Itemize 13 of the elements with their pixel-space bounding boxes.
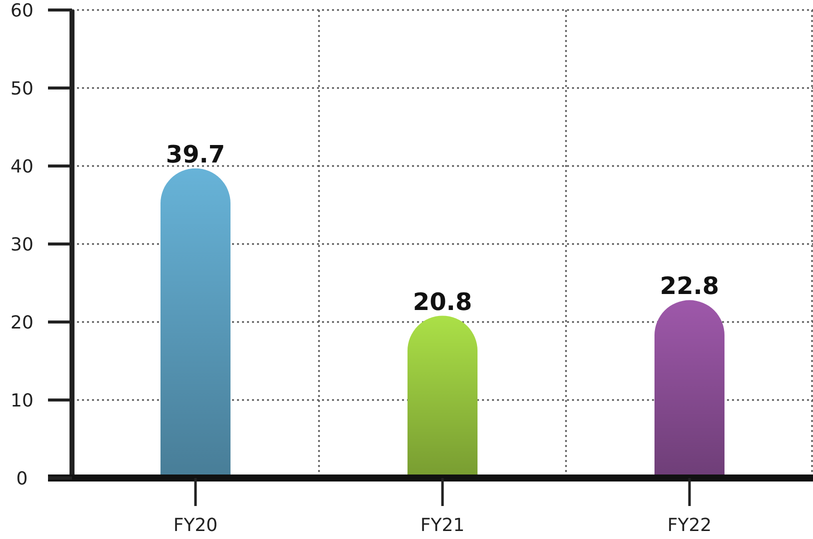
y-tick-label: 60 bbox=[10, 0, 34, 22]
data-label: 20.8 bbox=[412, 288, 472, 316]
y-tick-label: 0 bbox=[16, 468, 28, 490]
y-tick-label: 40 bbox=[10, 156, 34, 178]
data-label: 39.7 bbox=[166, 140, 226, 168]
data-label: 22.8 bbox=[660, 272, 720, 300]
x-tick-label: FY21 bbox=[420, 515, 465, 536]
y-tick-label: 20 bbox=[10, 312, 34, 334]
x-tick-label: FY20 bbox=[173, 515, 218, 536]
y-tick-label: 30 bbox=[10, 234, 34, 256]
y-tick-label: 50 bbox=[10, 78, 34, 100]
y-tick-label: 10 bbox=[10, 390, 34, 412]
x-tick-label: FY22 bbox=[667, 515, 712, 536]
